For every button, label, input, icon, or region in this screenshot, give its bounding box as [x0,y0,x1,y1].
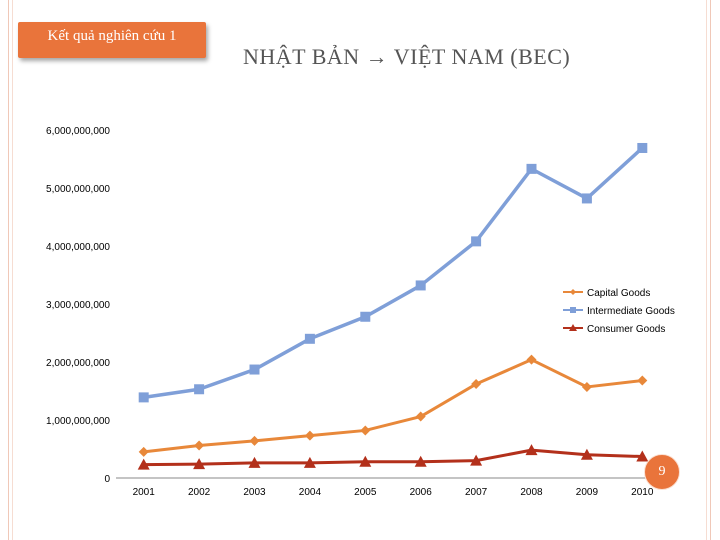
legend-marker-capital-goods [570,289,576,295]
data-point-intermediate-goods [304,333,315,344]
data-point-intermediate-goods [415,280,426,291]
data-point-intermediate-goods [637,142,648,153]
data-point-capital-goods [637,375,648,386]
data-point-consumer-goods [580,448,593,460]
data-point-capital-goods [415,411,426,422]
y-tick-label: 0 [104,474,110,485]
y-tick-label: 1,000,000,000 [46,416,110,427]
x-tick-label: 2004 [299,487,322,498]
data-point-consumer-goods [359,455,372,467]
data-point-intermediate-goods [581,193,592,204]
section-badge: Kết quả nghiên cứu 1 [18,22,206,58]
y-tick-label: 3,000,000,000 [46,300,110,311]
x-tick-label: 2010 [631,487,654,498]
data-point-consumer-goods [137,458,150,470]
series-line-capital-goods [143,358,643,454]
x-tick-label: 2005 [354,487,377,498]
section-badge-label: Kết quả nghiên cứu 1 [47,28,177,44]
series-line-intermediate-goods [143,146,644,400]
data-point-capital-goods [249,435,260,446]
x-tick-label: 2003 [243,487,266,498]
y-tick-label: 2,000,000,000 [46,358,110,369]
y-tick-label: 6,000,000,000 [46,126,110,137]
data-point-capital-goods [304,430,315,441]
data-point-capital-goods [194,440,205,451]
frame-line-left-inner [12,0,13,540]
x-tick-label: 2007 [465,487,488,498]
series-line-consumer-goods [143,448,643,467]
data-point-capital-goods [526,354,537,365]
data-point-consumer-goods [525,444,538,456]
data-point-intermediate-goods [471,236,482,247]
x-tick-label: 2001 [133,487,156,498]
legend-marker-consumer-goods [569,324,577,331]
legend-label-consumer-goods: Consumer Goods [587,324,665,335]
x-tick-label: 2009 [576,487,599,498]
data-point-intermediate-goods [194,384,205,395]
data-point-consumer-goods [636,450,649,462]
frame-line-right [710,0,711,540]
data-point-intermediate-goods [360,311,371,322]
data-point-capital-goods [138,446,149,457]
x-tick-label: 2002 [188,487,211,498]
x-tick-label: 2006 [410,487,433,498]
data-point-consumer-goods [248,456,261,468]
data-point-intermediate-goods [249,364,260,375]
data-point-intermediate-goods [138,392,149,403]
legend-label-intermediate-goods: Intermediate Goods [587,306,675,317]
slide-title: NHẬT BẢN → VIỆT NAM (BEC) [243,44,571,69]
data-point-capital-goods [471,379,482,390]
legend-marker-intermediate-goods [570,307,576,313]
data-point-consumer-goods [303,456,316,468]
y-tick-label: 4,000,000,000 [46,242,110,253]
data-point-consumer-goods [470,454,483,466]
data-point-capital-goods [581,381,592,392]
frame-line-left [8,0,9,540]
x-tick-label: 2008 [520,487,543,498]
frame-line-right-inner [706,0,707,540]
data-point-capital-goods [360,425,371,436]
page-number-badge: 9 [644,454,680,490]
data-point-intermediate-goods [526,163,537,174]
data-point-consumer-goods [193,458,206,470]
page-number: 9 [658,464,666,479]
legend-label-capital-goods: Capital Goods [587,288,650,299]
y-tick-label: 5,000,000,000 [46,184,110,195]
data-point-consumer-goods [414,455,427,467]
